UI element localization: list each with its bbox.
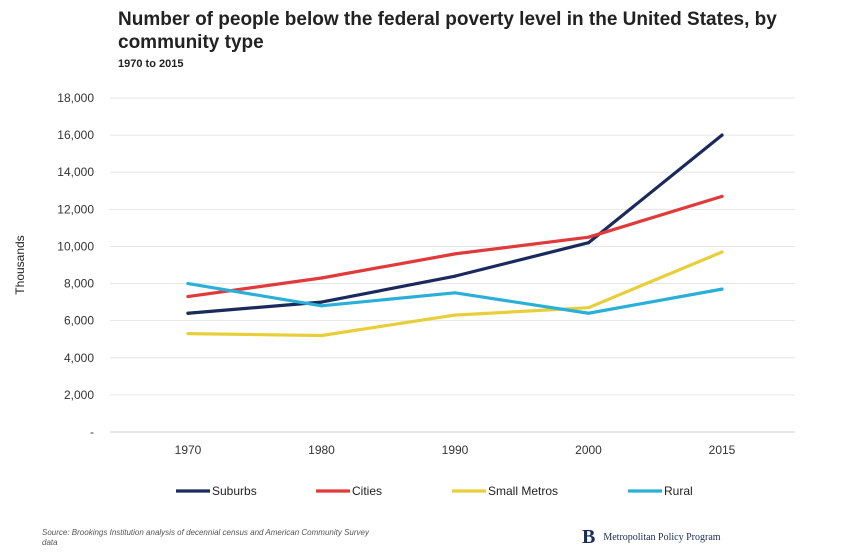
line-chart: - 2,000 4,000 6,000 8,000 10,000 12,000 14,000 1… xyxy=(13,91,795,498)
y-tick-label: - xyxy=(90,425,94,439)
data-point xyxy=(720,287,724,291)
data-point xyxy=(586,235,591,239)
x-tick-label: 1990 xyxy=(442,443,469,457)
data-point xyxy=(186,332,190,336)
data-point xyxy=(319,333,324,338)
y-tick-label: 18,000 xyxy=(57,91,94,105)
legend-label: Cities xyxy=(352,484,382,498)
brookings-logo: B Metropolitan Policy Program xyxy=(582,525,721,549)
data-point xyxy=(186,311,190,315)
y-tick-label: 16,000 xyxy=(57,128,94,142)
logo-text: Metropolitan Policy Program xyxy=(603,531,721,543)
data-point xyxy=(720,133,724,137)
y-tick-label: 12,000 xyxy=(57,202,94,216)
data-point xyxy=(720,194,724,198)
y-tick-label: 14,000 xyxy=(57,165,94,179)
data-point xyxy=(453,274,457,278)
data-point xyxy=(586,311,591,315)
x-tick-label: 1980 xyxy=(308,443,335,457)
data-point xyxy=(453,291,457,295)
data-point xyxy=(186,294,190,299)
chart-title: Number of people below the federal pover… xyxy=(118,9,777,53)
series-line xyxy=(186,281,724,315)
legend-label: Suburbs xyxy=(212,484,257,498)
legend-label: Small Metros xyxy=(488,484,558,498)
data-point xyxy=(720,250,724,254)
y-tick-label: 8,000 xyxy=(64,277,94,291)
data-point xyxy=(319,300,324,304)
y-tick-label: 6,000 xyxy=(64,314,94,328)
y-axis-title: Thousands xyxy=(13,235,27,294)
legend-label: Rural xyxy=(664,484,693,498)
data-point xyxy=(319,304,324,308)
y-tick-label: 4,000 xyxy=(64,351,94,365)
logo-letter: B xyxy=(582,525,596,548)
chart-subtitle: 1970 to 2015 xyxy=(118,58,184,70)
data-point xyxy=(319,276,324,280)
data-point xyxy=(186,281,190,286)
data-point xyxy=(453,313,457,317)
y-tick-label: 10,000 xyxy=(57,239,94,253)
x-tick-label: 1970 xyxy=(175,443,202,457)
data-point xyxy=(586,306,591,310)
data-point xyxy=(453,252,457,256)
data-point xyxy=(586,241,591,245)
y-tick-label: 2,000 xyxy=(64,388,94,402)
source-note: Source: Brookings Institution analysis o… xyxy=(42,528,369,547)
x-tick-label: 2000 xyxy=(575,443,602,457)
x-tick-label: 2015 xyxy=(709,443,736,457)
